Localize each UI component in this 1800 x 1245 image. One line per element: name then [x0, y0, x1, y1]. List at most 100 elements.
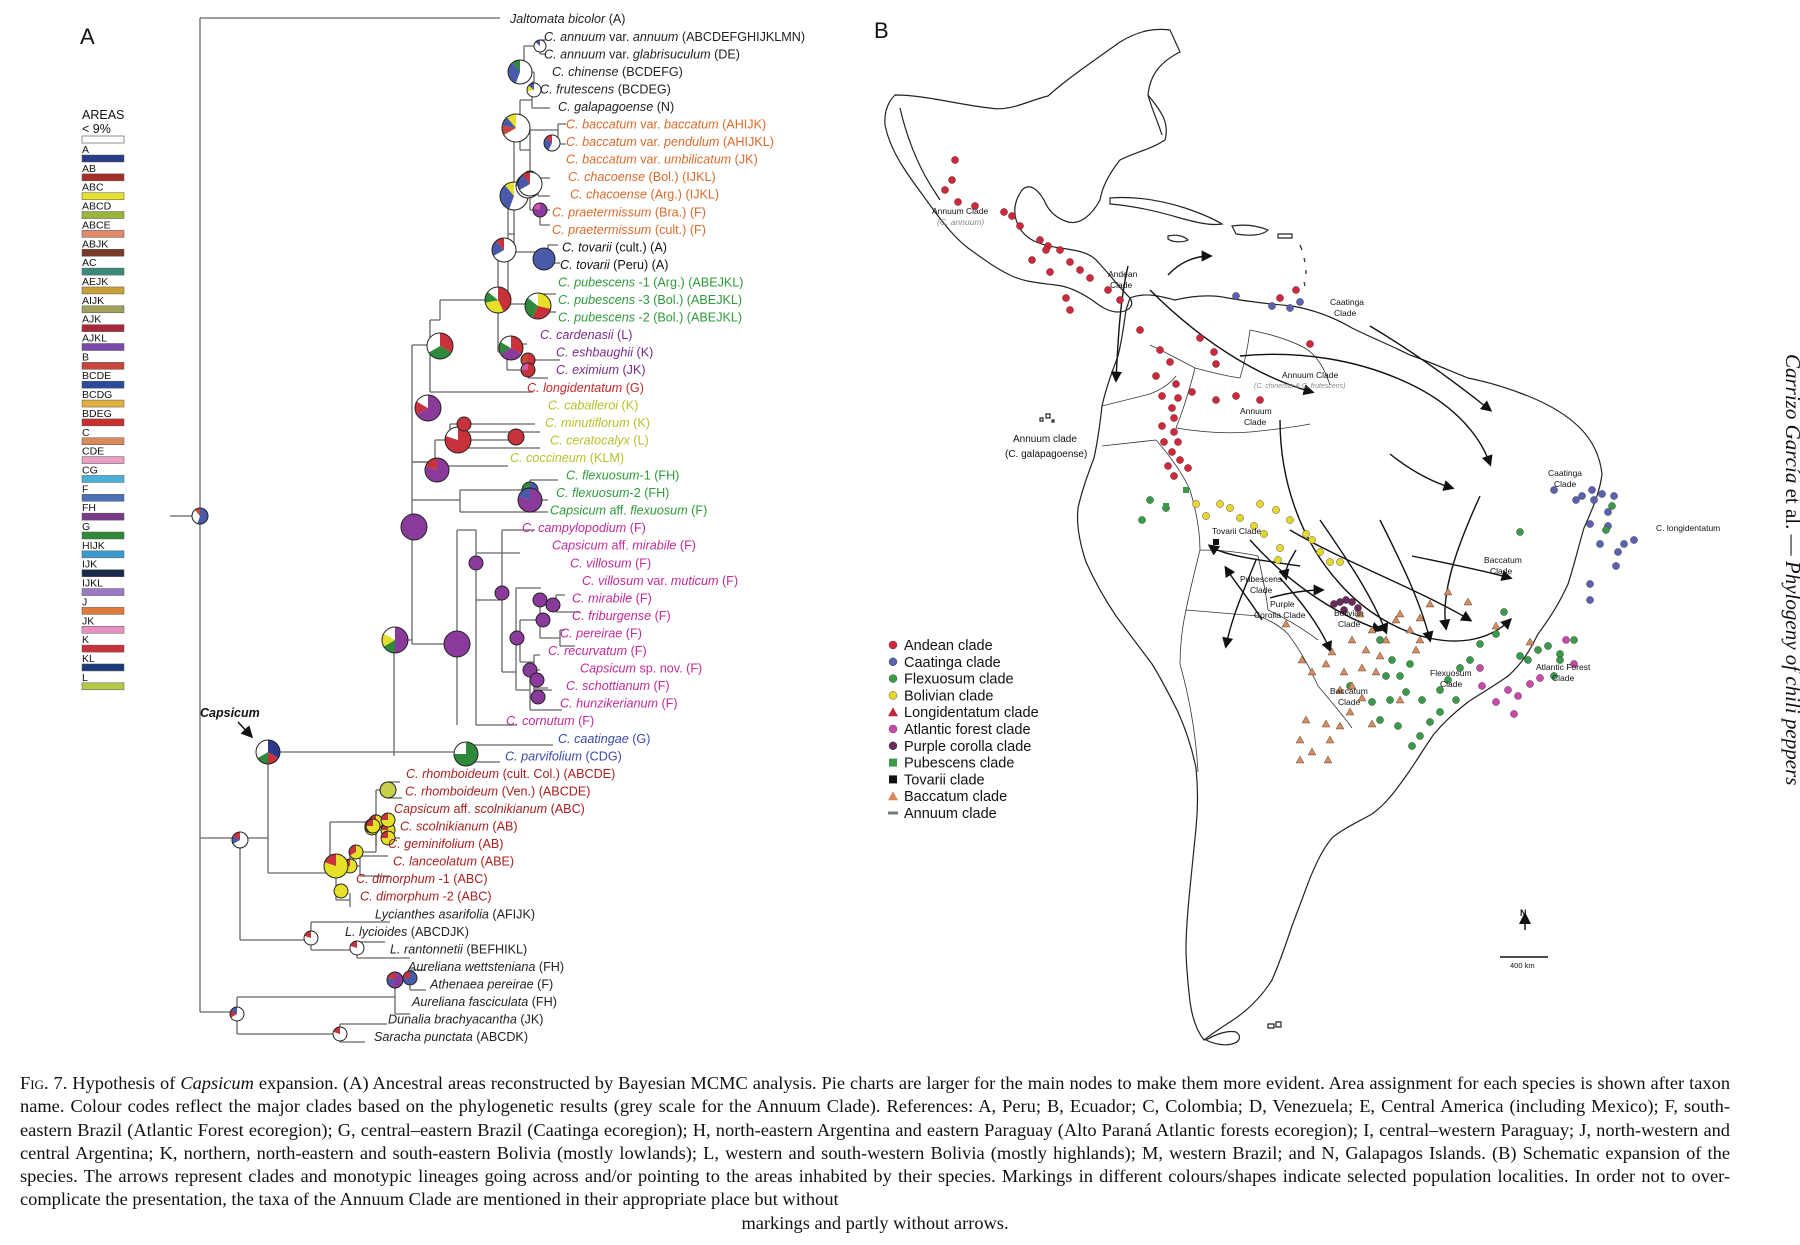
marker-triangle: [1295, 735, 1305, 744]
pie-outline: [507, 59, 533, 85]
node-pie: [520, 362, 536, 378]
pie-slice: [518, 174, 530, 190]
pie-outline: [494, 585, 510, 601]
legend-item-label: BCDG: [82, 389, 112, 401]
marker-circle: [1476, 664, 1484, 672]
pie-slice: [510, 631, 524, 645]
taxon-label: C. friburgense (F): [572, 609, 671, 623]
label-purple-corolla-l2: Corolla Clade: [1254, 610, 1306, 620]
node-pie: [456, 416, 472, 432]
taxon-species: C. pereirae: [560, 626, 622, 640]
taxon-areas: (G): [622, 381, 644, 395]
label-annuum-small-l1: Annuum: [1240, 406, 1272, 416]
pie-outline: [380, 830, 396, 846]
marker-circle: [1556, 656, 1564, 664]
marker-circle: [1394, 722, 1402, 730]
legend-item-label: ABCD: [82, 201, 112, 213]
marker-circle: [1042, 246, 1050, 254]
pie-outline: [255, 739, 281, 765]
pie-outline: [456, 416, 472, 432]
south-america-outline: [1076, 294, 1603, 1041]
label-pubescens-l1: Pubescens: [1240, 574, 1282, 584]
marker-circle: [1586, 596, 1594, 604]
marker-circle: [1402, 688, 1410, 696]
taxon-species: C. baccatum: [566, 118, 637, 132]
legend-item-swatch: [81, 626, 125, 634]
marker-circle: [1476, 640, 1484, 648]
label-baccatum-low: Baccatum Clade: [1330, 686, 1368, 707]
legend-item-swatch: [81, 343, 125, 351]
marker-triangle: [1381, 635, 1391, 644]
label-purple-corolla: Purple Corolla Clade: [1254, 599, 1306, 620]
pie-outline: [333, 883, 349, 899]
marker-circle: [1136, 326, 1144, 334]
marker-circle: [1232, 392, 1240, 400]
pie-slice: [324, 854, 336, 866]
taxon-label: C. praetermissum (cult.) (F): [552, 223, 706, 237]
marker-circle: [1174, 438, 1182, 446]
marker-triangle: [1491, 621, 1501, 630]
map-legend-label: Andean clade: [904, 638, 993, 654]
marker-circle: [1604, 508, 1612, 516]
marker-circle: [1216, 500, 1224, 508]
taxon-species: C. parvifolium: [505, 749, 582, 763]
legend-item-swatch: [81, 267, 125, 276]
marker-circle: [941, 186, 949, 194]
tierra-del-fuego: [1204, 1030, 1241, 1046]
taxon-areas: -2 (Bol.) (ABEJKL): [635, 311, 742, 325]
taxon-species: C. ceratocalyx: [550, 433, 630, 447]
taxon-species: Dunalia brachyacantha: [388, 1013, 517, 1027]
legend-item-label: AC: [82, 257, 97, 269]
marker-circle: [1436, 686, 1444, 694]
figure-caption: Fig. 7. Hypothesis of Capsicum expansion…: [20, 1072, 1730, 1235]
marker-circle: [1376, 716, 1384, 724]
taxon-areas: (AB): [489, 820, 518, 834]
taxon-label: C. tovarii (Peru) (A): [560, 258, 668, 272]
node-pie: [530, 689, 546, 705]
marker-circle: [1466, 656, 1474, 664]
legend-item-label: CG: [82, 464, 98, 476]
north-label: N: [1520, 908, 1527, 918]
marker-triangle: [1301, 715, 1311, 724]
legend-item-swatch: [81, 494, 125, 502]
marker-circle: [1516, 652, 1524, 660]
taxon-species: C. chinense: [552, 65, 619, 79]
pie-outline: [491, 237, 517, 263]
marker-triangle: [1371, 667, 1381, 676]
marker-circle: [1316, 548, 1324, 556]
taxon-areas: (ABE): [477, 855, 514, 869]
node-pie: [532, 247, 556, 271]
taxon-areas: (F): [622, 626, 642, 640]
marker-circle: [1588, 486, 1596, 494]
pie-outline: [520, 362, 536, 378]
map-legend-label: Purple corolla clade: [904, 739, 1031, 755]
marker-circle: [1174, 394, 1182, 402]
pie-outline: [543, 134, 561, 152]
legend-title: AREAS: [82, 108, 124, 122]
pie-outline: [426, 332, 454, 360]
node-pie: [507, 428, 525, 446]
marker-circle: [1444, 676, 1452, 684]
marker-circle: [1614, 548, 1622, 556]
taxon-species: C. dimorphum: [356, 872, 435, 886]
pie-slice: [403, 971, 410, 978]
taxon-species: Jaltomata bicolor: [509, 12, 606, 26]
taxon-label: C. caballeroi (K): [548, 398, 638, 412]
pie-outline: [535, 612, 551, 628]
taxon-rank: aff.: [450, 802, 474, 816]
taxon-species: C. tovarii: [562, 240, 613, 254]
node-pie: [191, 507, 209, 525]
taxon-areas: (ABC): [547, 802, 585, 816]
capsicum-node-label: Capsicum: [200, 706, 260, 720]
taxon-label: Aureliana wettsteniana (FH): [407, 960, 564, 974]
marker-circle: [1406, 660, 1414, 668]
taxon-species: C. scolnikianum: [400, 820, 489, 834]
map-legend-label: Longidentatum clade: [904, 705, 1039, 721]
node-pie: [501, 113, 531, 143]
marker-circle: [1326, 558, 1334, 566]
marker-circle: [1524, 656, 1532, 664]
taxon-species: Capsicum: [580, 662, 636, 676]
taxon-label: C. chinense (BCDEFG): [552, 65, 683, 79]
pie-outline: [379, 781, 397, 799]
